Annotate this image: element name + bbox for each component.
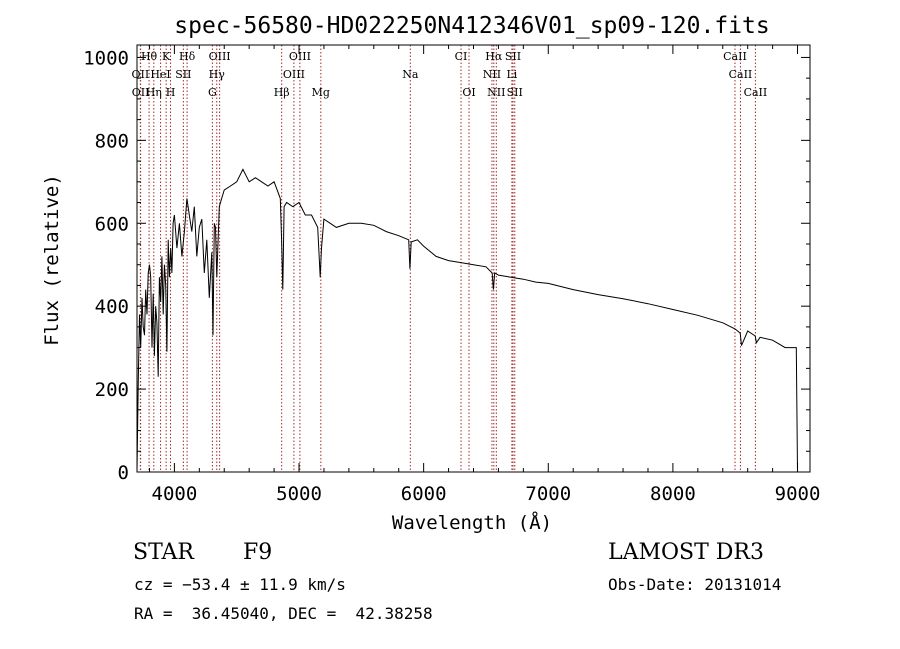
y-tick-label: 200 <box>95 379 129 401</box>
x-tick-label: 5000 <box>276 483 322 505</box>
spectrum-line <box>136 168 798 473</box>
survey-name: LAMOST DR3 <box>608 540 764 565</box>
y-tick-label: 400 <box>95 296 129 318</box>
x-axis-label: Wavelength (Å) <box>392 511 552 534</box>
object-subclass: F9 <box>243 540 273 565</box>
object-class: STAR <box>133 540 194 565</box>
line-marker-label: OII <box>132 86 150 99</box>
y-axis-label: Flux (relative) <box>41 174 63 346</box>
line-marker-label: Hδ <box>179 50 196 63</box>
x-tick-label: 8000 <box>650 483 696 505</box>
line-marker-label: OIII <box>289 50 311 63</box>
x-tick-label: 4000 <box>152 483 198 505</box>
line-marker-label: Hα <box>485 50 503 63</box>
x-tick-label: 7000 <box>525 483 571 505</box>
y-axis: 0 200 400 600 800 1000 <box>83 47 810 484</box>
line-marker-label: SII <box>505 50 521 63</box>
line-marker-label: HeI <box>150 68 170 81</box>
ra-dec: RA = 36.45040, DEC = 42.38258 <box>134 604 433 623</box>
line-marker-label: CaII <box>723 50 747 63</box>
chart-title: spec-56580-HD022250N412346V01_sp09-120.f… <box>174 13 769 39</box>
x-tick-label: 6000 <box>401 483 447 505</box>
x-tick-label: 9000 <box>775 483 821 505</box>
line-marker-label: Na <box>402 68 419 81</box>
line-marker-label: CaII <box>729 68 753 81</box>
x-axis: 4000 5000 6000 7000 8000 9000 <box>148 45 821 505</box>
line-marker-label: OIII <box>209 50 231 63</box>
line-marker-label: Hβ <box>274 86 290 99</box>
y-tick-label: 800 <box>95 130 129 152</box>
line-marker-label: NII <box>483 68 501 81</box>
line-marker-label: OII <box>132 68 150 81</box>
observation-date: Obs-Date: 20131014 <box>608 575 782 594</box>
line-marker-label: OIII <box>283 68 305 81</box>
line-marker-label: CaII <box>744 86 768 99</box>
line-marker-label: H <box>166 86 176 99</box>
line-marker-label: Hη <box>146 86 162 99</box>
line-marker-label: SII <box>507 86 523 99</box>
line-marker-label: CI <box>455 50 468 63</box>
plot-frame <box>136 44 811 473</box>
y-tick-label: 0 <box>118 462 129 484</box>
line-marker-label: Hθ <box>141 50 158 63</box>
line-marker-label: Mg <box>312 86 330 99</box>
line-marker-label: G <box>208 86 217 99</box>
redshift-cz: cz = −53.4 ± 11.9 km/s <box>134 575 346 594</box>
line-marker-label: Li <box>506 68 517 81</box>
line-marker-label: K <box>162 50 171 63</box>
line-marker-label: Hγ <box>209 68 226 81</box>
y-tick-label: 600 <box>95 213 129 235</box>
line-marker-label: NII <box>487 86 505 99</box>
line-marker-label: SII <box>175 68 191 81</box>
line-marker-label: OI <box>462 86 475 99</box>
y-tick-label: 1000 <box>83 47 129 69</box>
line-markers <box>139 45 756 472</box>
